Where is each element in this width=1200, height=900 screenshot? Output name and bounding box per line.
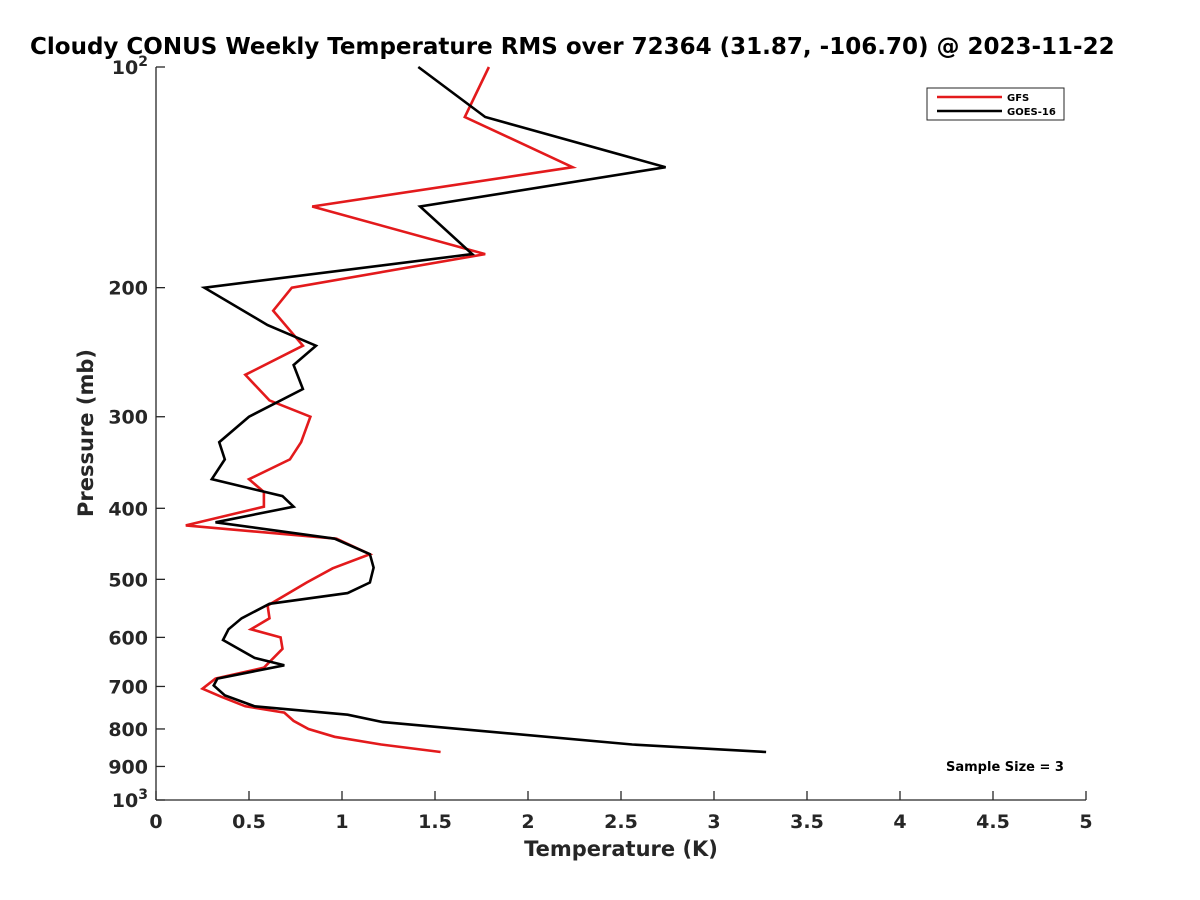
y-tick-label: 400 xyxy=(108,498,148,520)
y-tick-label: 800 xyxy=(108,719,148,741)
y-tick-label: 103 xyxy=(112,787,148,812)
x-tick-label: 2 xyxy=(521,811,534,833)
x-tick-label: 3.5 xyxy=(790,811,824,833)
x-axis-label: Temperature (K) xyxy=(524,837,718,861)
x-axis-ticks: 0 0.5 1 1.5 2 2.5 3 3.5 4 4.5 5 xyxy=(149,791,1093,833)
y-tick-label: 700 xyxy=(108,676,148,698)
x-tick-label: 4.5 xyxy=(976,811,1010,833)
x-tick-label: 0.5 xyxy=(232,811,266,833)
legend: GFS GOES-16 xyxy=(926,87,1065,121)
series-line-goes16 xyxy=(200,65,767,754)
x-tick-label: 0 xyxy=(149,811,162,833)
sample-size-annotation: Sample Size = 3 xyxy=(946,760,1064,775)
y-tick-label: 102 xyxy=(112,54,148,79)
y-axis-ticks: 102 200 300 400 500 600 700 800 900 103 xyxy=(108,54,165,812)
series-layer xyxy=(185,65,767,754)
y-tick-label: 900 xyxy=(108,756,148,778)
x-tick-label: 5 xyxy=(1079,811,1092,833)
chart-title: Cloudy CONUS Weekly Temperature RMS over… xyxy=(30,34,1115,60)
y-axis-label: Pressure (mb) xyxy=(74,349,98,517)
plot-area xyxy=(156,67,1086,800)
x-tick-label: 1.5 xyxy=(418,811,452,833)
y-tick-label: 600 xyxy=(108,627,148,649)
x-tick-label: 4 xyxy=(893,811,906,833)
legend-label-gfs: GFS xyxy=(1007,93,1029,104)
x-tick-label: 2.5 xyxy=(604,811,638,833)
y-tick-label: 500 xyxy=(108,569,148,591)
x-tick-label: 1 xyxy=(335,811,348,833)
x-tick-label: 3 xyxy=(707,811,720,833)
legend-label-goes16: GOES-16 xyxy=(1007,107,1056,118)
y-tick-label: 300 xyxy=(108,407,148,429)
y-tick-label: 200 xyxy=(108,278,148,300)
legend-box xyxy=(926,87,1065,121)
